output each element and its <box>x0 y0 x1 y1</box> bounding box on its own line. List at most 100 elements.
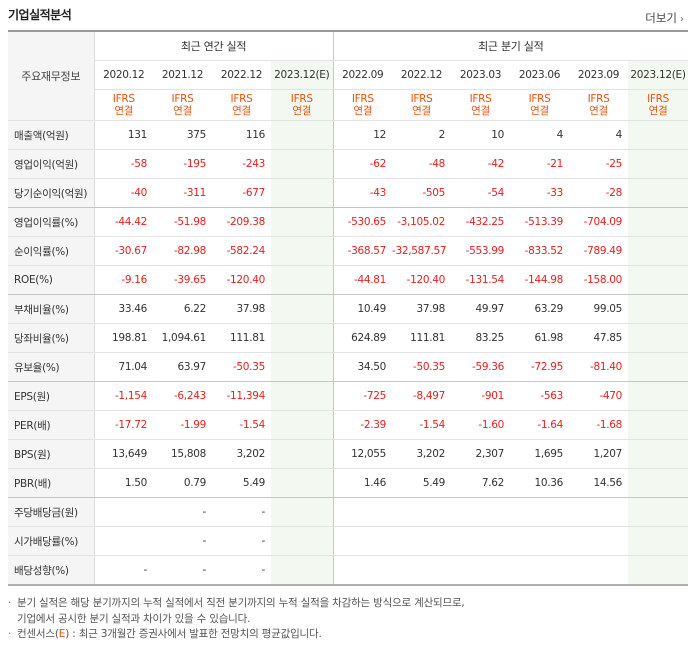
value-cell: 33.46 <box>94 294 153 324</box>
row-label: PER(배) <box>8 410 95 440</box>
value-cell <box>628 323 689 353</box>
row-label: 영업이익률(%) <box>8 207 95 237</box>
value-cell: -1.54 <box>212 410 271 440</box>
footnote-1-cont: 기업에서 공시한 분기 실적과 차이가 있을 수 있습니다. <box>17 612 251 625</box>
value-cell <box>271 555 334 586</box>
value-cell: 5.49 <box>212 468 271 498</box>
value-cell: 99.05 <box>569 294 629 324</box>
value-cell <box>628 555 689 586</box>
table-row: 당기순이익(억원) -40 -311 -677 -43 -505 -54 -33 -28 <box>8 178 689 208</box>
value-cell: 49.97 <box>451 294 511 324</box>
value-cell: -32,587.57 <box>392 236 452 266</box>
value-cell: -311 <box>153 178 212 208</box>
value-cell: -82.98 <box>153 236 212 266</box>
value-cell <box>628 265 689 295</box>
value-cell: 10.49 <box>333 294 393 324</box>
value-cell: 4 <box>569 120 629 150</box>
value-cell: -40 <box>94 178 153 208</box>
value-cell: -582.24 <box>212 236 271 266</box>
value-cell <box>392 526 452 556</box>
value-cell: -243 <box>212 149 271 179</box>
value-cell: -1.64 <box>510 410 570 440</box>
value-cell: - <box>94 555 153 586</box>
section-title: 기업실적분석 <box>8 8 72 22</box>
value-cell: 47.85 <box>569 323 629 353</box>
value-cell: -2.39 <box>333 410 393 440</box>
value-cell: -6,243 <box>153 381 212 411</box>
financial-table-wrapper: 주요재무정보 최근 연간 실적 최근 분기 실적 2020.12 2021.12 2… <box>8 30 689 586</box>
table-row: 영업이익률(%) -44.42 -51.98 -209.38 -530.65 -3,105… <box>8 207 689 237</box>
chevron-right-icon: › <box>680 14 684 25</box>
value-cell <box>94 526 153 556</box>
value-cell: 116 <box>212 120 271 150</box>
value-cell: -3,105.02 <box>392 207 452 237</box>
value-cell: 375 <box>153 120 212 150</box>
value-cell: -563 <box>510 381 570 411</box>
value-cell: -901 <box>451 381 511 411</box>
ifrs-consolidated-label: IFRS 연결 <box>392 89 452 121</box>
value-cell: - <box>153 497 212 527</box>
value-cell: -42 <box>451 149 511 179</box>
value-cell <box>628 410 689 440</box>
table-row: BPS(원) 13,649 15,808 3,202 12,055 3,202 2,307 1… <box>8 439 689 469</box>
value-cell: -553.99 <box>451 236 511 266</box>
value-cell: -144.98 <box>510 265 570 295</box>
value-cell <box>569 526 629 556</box>
value-cell: - <box>212 526 271 556</box>
row-label: 주당배당금(원) <box>8 497 95 527</box>
value-cell <box>271 149 334 179</box>
row-label: 매출액(억원) <box>8 120 95 150</box>
table-row: ROE(%) -9.16 -39.65 -120.40 -44.81 -120.40 -13… <box>8 265 689 295</box>
value-cell: -1.54 <box>392 410 452 440</box>
value-cell: -1.99 <box>153 410 212 440</box>
row-label: 부채비율(%) <box>8 294 95 324</box>
quarter-group-header: 최근 분기 실적 <box>333 30 689 61</box>
value-cell: 12,055 <box>333 439 393 469</box>
period-header: 2020.12 <box>94 60 153 90</box>
value-cell <box>628 294 689 324</box>
value-cell <box>510 526 570 556</box>
value-cell <box>628 149 689 179</box>
value-cell <box>271 468 334 498</box>
table-row: 순이익률(%) -30.67 -82.98 -582.24 -368.57 -32,587… <box>8 236 689 266</box>
row-label: PBR(배) <box>8 468 95 498</box>
value-cell: - <box>153 526 212 556</box>
value-cell: -50.35 <box>392 352 452 382</box>
financial-table-body: 매출액(억원) 131 375 116 12 2 10 4 4 영업이익(억원) -58 -195 -2… <box>8 120 689 586</box>
table-row: EPS(원) -1,154 -6,243 -11,394 -725 -8,497 -901-… <box>8 381 689 411</box>
row-label: 배당성향(%) <box>8 555 95 586</box>
value-cell <box>271 207 334 237</box>
ifrs-consolidated-label: IFRS 연결 <box>94 89 153 121</box>
more-link[interactable]: 더보기 › <box>645 10 684 26</box>
row-label: 영업이익(억원) <box>8 149 95 179</box>
value-cell: -120.40 <box>392 265 452 295</box>
value-cell: 15,808 <box>153 439 212 469</box>
value-cell <box>271 439 334 469</box>
value-cell: 34.50 <box>333 352 393 382</box>
row-label: 시가배당률(%) <box>8 526 95 556</box>
value-cell: -530.65 <box>333 207 393 237</box>
value-cell: 12 <box>333 120 393 150</box>
table-row: 유보율(%) 71.04 63.97 -50.35 34.50 -50.35 -59.36-… <box>8 352 689 382</box>
value-cell <box>271 120 334 150</box>
value-cell: -17.72 <box>94 410 153 440</box>
footnotes: · 분기 실적은 해당 분기까지의 누적 실적에서 직전 분기까지의 누적 실적을… <box>8 596 688 643</box>
value-cell <box>628 439 689 469</box>
value-cell: 63.29 <box>510 294 570 324</box>
value-cell: -9.16 <box>94 265 153 295</box>
value-cell: -50.35 <box>212 352 271 382</box>
label-column-header: 주요재무정보 <box>8 30 95 121</box>
value-cell: 2 <box>392 120 452 150</box>
table-row: PER(배) -17.72 -1.99 -1.54 -2.39 -1.54 -1.60 -1.… <box>8 410 689 440</box>
period-header: 2022.09 <box>333 60 393 90</box>
period-header: 2022.12 <box>212 60 271 90</box>
value-cell <box>392 497 452 527</box>
row-label: 순이익률(%) <box>8 236 95 266</box>
value-cell <box>628 468 689 498</box>
value-cell: 5.49 <box>392 468 452 498</box>
row-label: 당기순이익(억원) <box>8 178 95 208</box>
value-cell: -44.42 <box>94 207 153 237</box>
value-cell: -30.67 <box>94 236 153 266</box>
annual-group-header: 최근 연간 실적 <box>94 30 334 61</box>
value-cell: 198.81 <box>94 323 153 353</box>
